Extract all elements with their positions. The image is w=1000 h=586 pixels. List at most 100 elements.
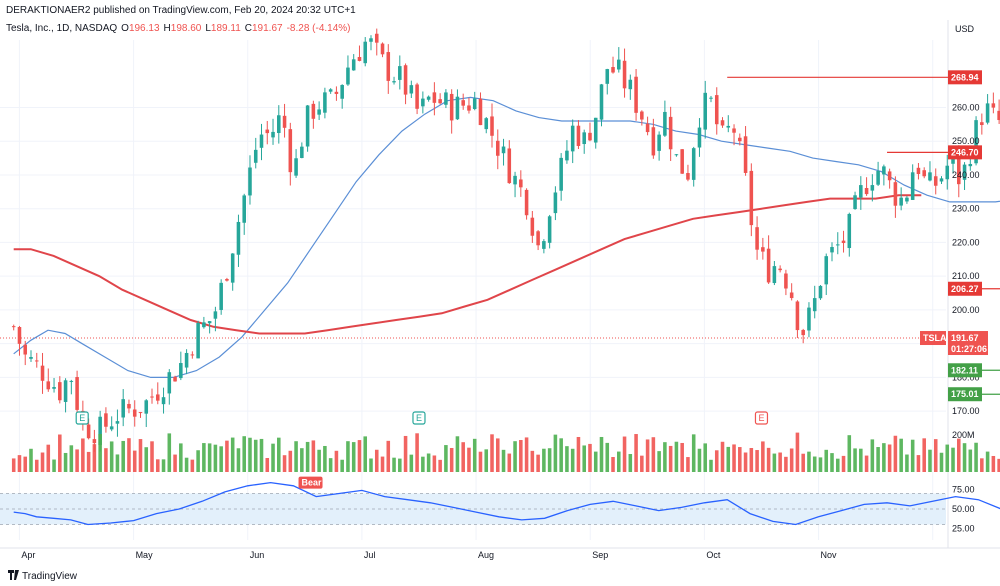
candle-body	[127, 403, 131, 409]
volume-bar	[703, 443, 708, 472]
price-tick-label: 220.00	[952, 237, 980, 247]
volume-bar	[714, 450, 719, 472]
volume-bar	[957, 438, 961, 472]
candle-body	[132, 409, 137, 417]
candle-body	[945, 165, 950, 180]
last-price-value: 191.67	[951, 333, 979, 343]
volume-bar	[617, 451, 621, 472]
level-tag-label: 246.70	[951, 147, 979, 157]
candle-body	[951, 158, 955, 164]
candle-body	[997, 110, 1000, 121]
earnings-marker[interactable]	[75, 411, 89, 425]
currency-label[interactable]: USD	[955, 24, 975, 34]
level-tag-label: 268.94	[951, 72, 979, 82]
candle-body	[905, 197, 909, 202]
volume-bar	[161, 459, 166, 472]
candle-body	[288, 129, 293, 173]
earnings-marker[interactable]	[412, 411, 426, 425]
volume-bar	[663, 442, 667, 472]
candle-body	[570, 125, 575, 152]
candle-body	[438, 99, 442, 104]
candle-body	[957, 153, 961, 185]
candle-body	[622, 60, 627, 89]
earnings-markers[interactable]: EEEEE	[75, 411, 1000, 425]
candle-body	[392, 81, 396, 83]
candle-body	[645, 123, 650, 133]
time-tick-label: Aug	[478, 550, 494, 560]
candle-body	[582, 132, 586, 145]
price-tick-label: 240.00	[952, 170, 980, 180]
time-axis[interactable]: Apr May Jun Jul Aug Sep Oct Nov	[21, 550, 837, 560]
candle-body	[86, 424, 91, 439]
price-axis[interactable]: 170.00180.00190.00200.00210.00220.00230.…	[952, 102, 980, 533]
candle-body	[369, 38, 373, 42]
volume-bar	[132, 450, 137, 472]
volume-bar	[761, 441, 765, 472]
volume-bar	[432, 455, 437, 472]
candle-body	[138, 412, 143, 414]
volume-bar	[847, 435, 852, 472]
volume-bar	[294, 441, 298, 472]
volume-bar	[565, 446, 569, 472]
time-tick-label: May	[136, 550, 154, 560]
symbol-legend[interactable]: Tesla, Inc., 1D, NASDAQ O196.13 H198.60 L18…	[6, 23, 351, 34]
volume-bar	[104, 448, 108, 472]
candle-body	[530, 217, 535, 236]
volume-bar	[138, 439, 143, 472]
candle-body	[686, 173, 690, 180]
volume-bar	[29, 448, 33, 472]
close-label: C	[245, 23, 252, 34]
rsi-signal-badge	[298, 476, 323, 489]
volume-bar	[755, 450, 759, 472]
candle-body	[334, 91, 339, 94]
candle-body	[478, 98, 483, 126]
candle-body	[259, 134, 264, 148]
candle-body	[374, 33, 379, 43]
candle-body	[294, 158, 298, 176]
rsi-band	[0, 493, 946, 525]
candle-body	[916, 167, 921, 174]
volume-bar	[536, 454, 540, 472]
candle-body	[830, 247, 834, 253]
candle-body	[565, 150, 569, 161]
tradingview-logo[interactable]: TradingView	[8, 570, 78, 582]
volume-bar	[732, 444, 736, 472]
candle-body	[674, 154, 679, 156]
candle-body	[472, 98, 477, 110]
candle-body	[403, 65, 408, 95]
volume-bar	[455, 436, 460, 472]
volume-bar	[121, 440, 125, 472]
volume-bar	[928, 449, 932, 472]
candle-body	[749, 170, 754, 226]
volume-bar	[784, 456, 788, 472]
volume-bar	[484, 449, 489, 472]
volume-bar	[34, 459, 39, 472]
rsi-tick-label: 25.00	[952, 523, 975, 533]
candle-body	[449, 93, 454, 121]
volume-bar	[980, 458, 984, 472]
earnings-marker[interactable]	[754, 411, 769, 425]
candle-body	[634, 76, 638, 113]
volume-bar	[864, 455, 869, 472]
rsi-tick-label: 50.00	[952, 504, 975, 514]
volume-bar	[674, 441, 679, 472]
candle-body	[593, 117, 598, 143]
volume-bar	[317, 449, 321, 472]
candle-body	[599, 84, 604, 120]
low-value: 189.11	[211, 23, 241, 34]
candle-body	[980, 122, 984, 126]
volume-bar	[173, 454, 177, 472]
volume-bar	[288, 450, 293, 472]
candle-body	[668, 116, 673, 150]
candle-body	[69, 380, 74, 382]
volume-bar	[282, 455, 287, 472]
candle-body	[801, 329, 805, 336]
candle-body	[824, 256, 829, 285]
candle-body	[346, 67, 350, 85]
volume-bar	[409, 454, 414, 472]
candle-body	[697, 127, 702, 148]
candle-body	[536, 231, 540, 246]
volume-bar	[478, 451, 483, 472]
volume-bar	[570, 448, 575, 472]
